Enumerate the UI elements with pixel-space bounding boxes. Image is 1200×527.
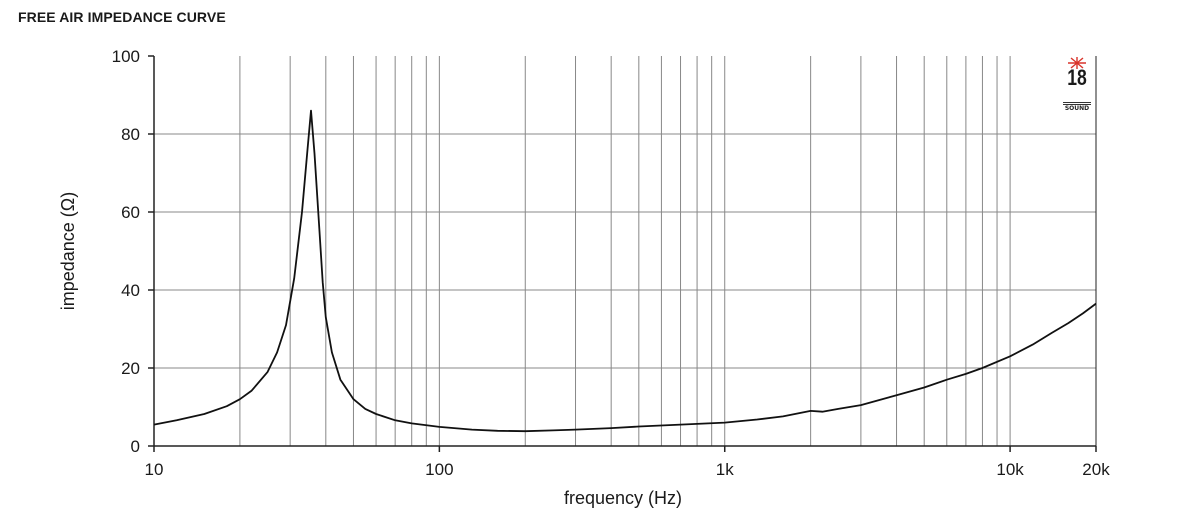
logo-number: 18 [1067,65,1087,90]
x-axis-label: frequency (Hz) [564,488,682,508]
plot-area [154,56,1096,446]
y-tick-label: 80 [121,125,140,144]
y-axis-label: impedance (Ω) [58,192,78,311]
x-tick-label: 1k [716,460,734,479]
x-tick-label: 20k [1082,460,1110,479]
y-tick-label: 60 [121,203,140,222]
impedance-curve [153,109,1097,433]
brand-logo [1062,56,1092,116]
x-tick-label: 10 [145,460,164,479]
y-tick-label: 40 [121,281,140,300]
logo-star-icon [1068,57,1086,69]
page-title: FREE AIR IMPEDANCE CURVE [18,9,226,25]
y-tick-label: 0 [131,437,140,456]
x-tick-label: 10k [996,460,1024,479]
y-tick-label: 20 [121,359,140,378]
logo-subtext: SOUND [1063,102,1091,116]
x-tick-label: 100 [425,460,453,479]
y-tick-label: 100 [112,47,140,66]
